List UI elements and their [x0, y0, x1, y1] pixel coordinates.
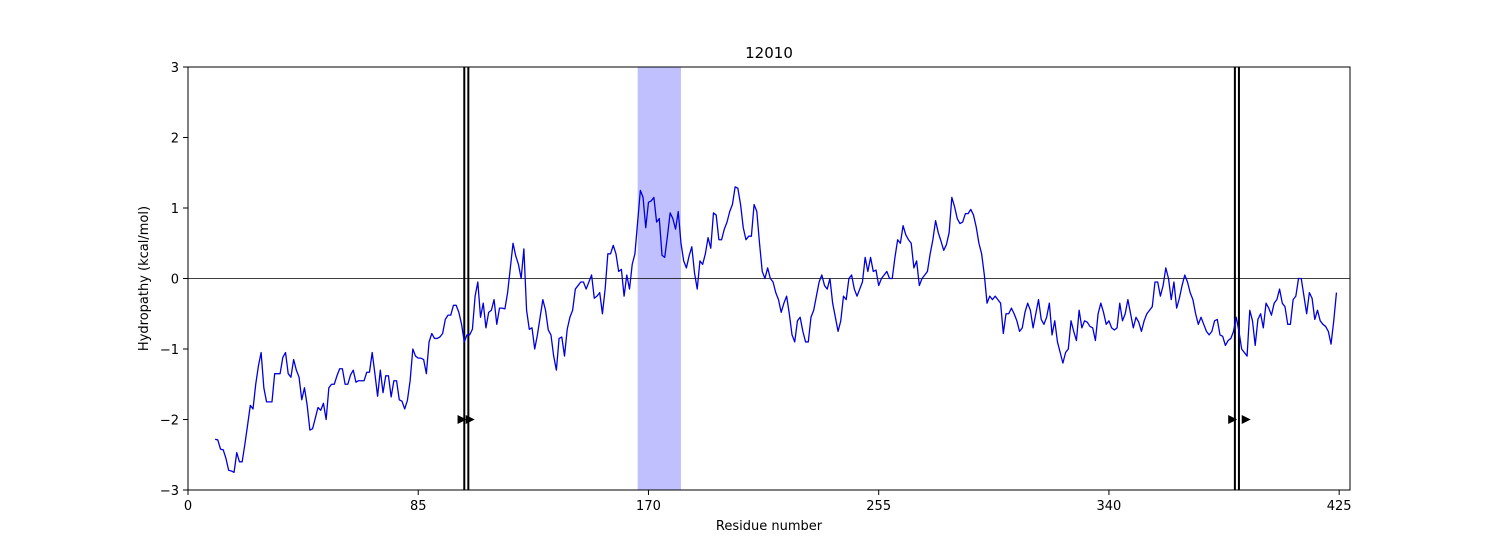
y-tick-label: 3: [171, 61, 179, 76]
arrow-marker-1: [465, 415, 475, 424]
y-tick-label: 1: [171, 202, 179, 217]
x-tick-label: 425: [1327, 499, 1352, 514]
markers-layer: [457, 415, 1251, 424]
y-axis-ticks: −3 −2 −1 0 1 2 3: [160, 61, 188, 499]
y-tick-label: −1: [160, 343, 179, 358]
x-axis-label: Residue number: [716, 519, 823, 534]
x-tick-label: 0: [184, 499, 192, 514]
y-tick-label: 0: [171, 273, 179, 288]
y-tick-label: −3: [160, 484, 179, 499]
y-tick-label: −2: [160, 414, 179, 429]
arrow-marker-0: [457, 415, 467, 424]
hydropathy-series-line: [214, 186, 1338, 474]
x-axis-ticks: 0 85 170 255 340 425: [184, 490, 1352, 514]
y-axis-label: Hydropathy (kcal/mol): [137, 206, 152, 351]
arrow-marker-3: [1241, 415, 1251, 424]
x-tick-label: 170: [636, 499, 661, 514]
x-tick-label: 255: [866, 499, 891, 514]
x-tick-label: 85: [410, 499, 427, 514]
arrow-marker-2: [1228, 415, 1238, 424]
chart-title: 12010: [745, 44, 793, 62]
y-tick-label: 2: [171, 132, 179, 147]
x-tick-label: 340: [1097, 499, 1122, 514]
series-layer: [214, 186, 1338, 474]
